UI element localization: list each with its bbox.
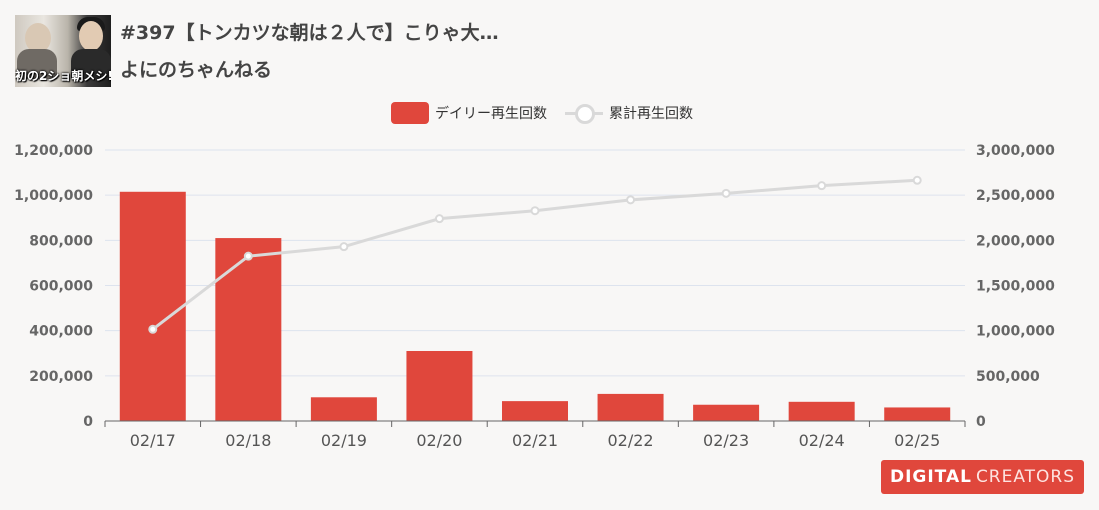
logo-text-bold: DIGITAL [889, 467, 972, 487]
y-right-tick-label: 0 [976, 414, 986, 430]
y-left-tick-label: 400,000 [29, 324, 93, 340]
y-left-tick-label: 200,000 [29, 369, 93, 385]
x-tick-label: 02/19 [321, 431, 367, 450]
cumulative-point[interactable] [912, 175, 922, 185]
y-right-tick-label: 2,500,000 [976, 188, 1055, 204]
y-right-tick-label: 500,000 [976, 369, 1040, 385]
legend-bar-swatch[interactable] [391, 102, 429, 124]
x-tick-label: 02/20 [416, 431, 462, 450]
video-title[interactable]: #397【トンカツな朝は２人で】こりゃ大… [120, 22, 499, 44]
cumulative-point[interactable] [434, 214, 444, 224]
video-thumbnail[interactable]: 初の2ショ朝メシ!? [15, 15, 111, 87]
cumulative-point[interactable] [339, 242, 349, 252]
bar-daily[interactable] [884, 407, 951, 421]
cumulative-point[interactable] [721, 188, 731, 198]
cumulative-point[interactable] [148, 324, 158, 334]
y-left-tick-label: 800,000 [29, 233, 93, 249]
y-right-tick-label: 3,000,000 [976, 143, 1055, 159]
logo-text-light: CREATORS [975, 467, 1076, 487]
y-left-tick-label: 1,200,000 [14, 143, 93, 159]
bar-daily[interactable] [693, 404, 760, 421]
cumulative-point[interactable] [530, 206, 540, 216]
x-tick-label: 02/17 [130, 431, 176, 450]
x-tick-label: 02/24 [799, 431, 845, 450]
y-right-tick-label: 1,000,000 [976, 324, 1055, 340]
digital-creators-logo: DIGITAL CREATORS [881, 460, 1084, 494]
bar-daily[interactable] [597, 393, 664, 421]
bar-daily[interactable] [119, 191, 186, 421]
y-left-tick-label: 0 [83, 414, 93, 430]
channel-name[interactable]: よにのちゃんねる [120, 59, 273, 81]
bar-daily[interactable] [215, 238, 282, 421]
y-right-tick-label: 2,000,000 [976, 233, 1055, 249]
y-left-tick-label: 1,000,000 [14, 188, 93, 204]
legend-cumulative-label[interactable]: 累計再生回数 [609, 106, 693, 122]
x-tick-label: 02/22 [608, 431, 654, 450]
chart-legend: デイリー再生回数 累計再生回数 [391, 101, 693, 125]
legend-daily-label[interactable]: デイリー再生回数 [435, 106, 547, 122]
bar-daily[interactable] [788, 401, 855, 421]
y-right-tick-label: 1,500,000 [976, 279, 1055, 295]
x-tick-label: 02/21 [512, 431, 558, 450]
x-tick-label: 02/23 [703, 431, 749, 450]
x-tick-label: 02/25 [894, 431, 940, 450]
thumbnail-caption: 初の2ショ朝メシ!? [15, 69, 111, 83]
bar-daily[interactable] [406, 350, 473, 421]
bar-daily[interactable] [502, 401, 568, 421]
cumulative-point[interactable] [243, 251, 253, 261]
bar-daily[interactable] [310, 397, 377, 421]
cumulative-point[interactable] [626, 195, 636, 205]
x-tick-label: 02/18 [225, 431, 271, 450]
y-left-tick-label: 600,000 [29, 279, 93, 295]
legend-line-swatch[interactable] [565, 102, 603, 124]
cumulative-point[interactable] [817, 181, 827, 191]
